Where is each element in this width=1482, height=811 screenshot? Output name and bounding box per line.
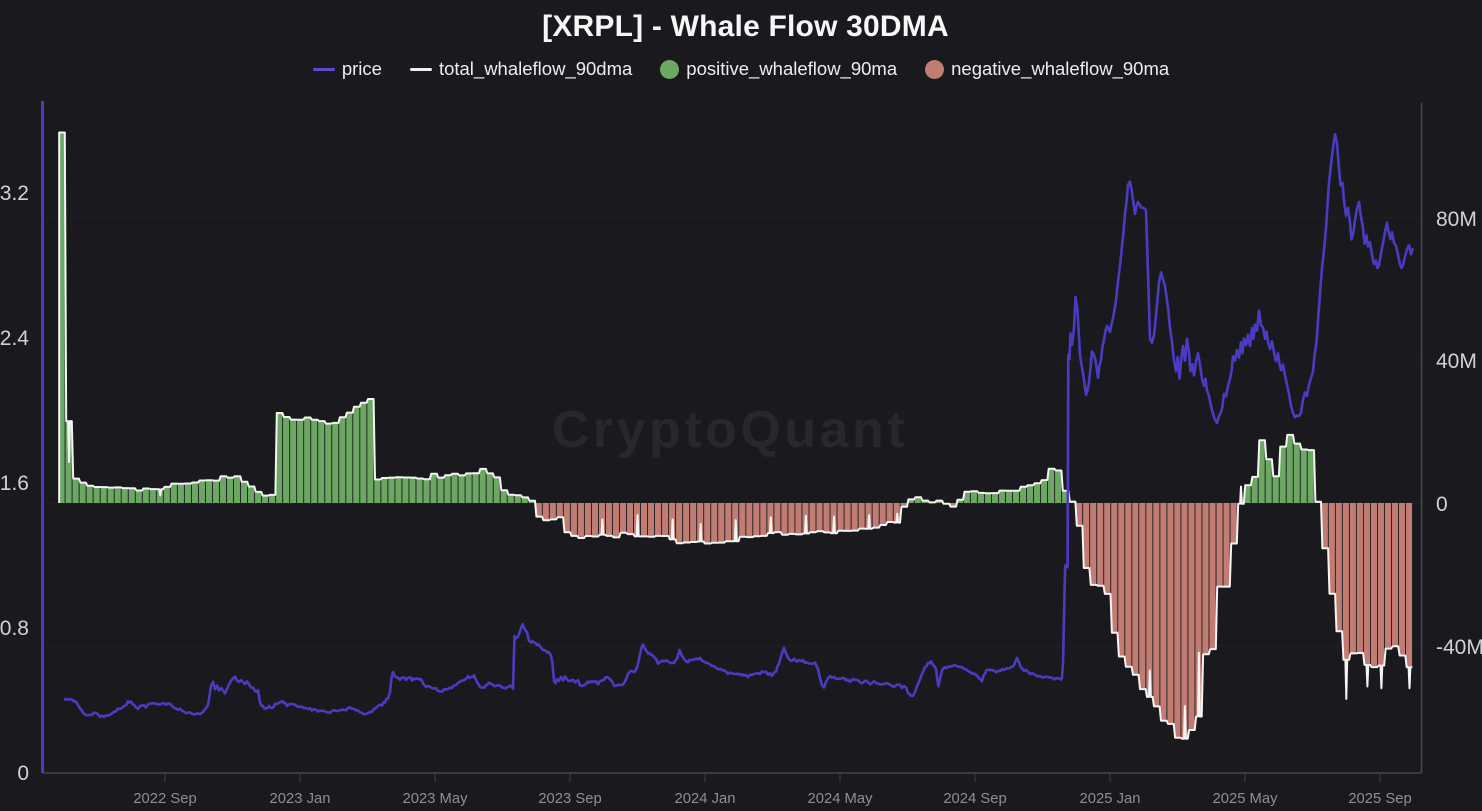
svg-text:2025 Jan: 2025 Jan (1080, 791, 1141, 807)
svg-text:-40M: -40M (1436, 636, 1482, 659)
svg-text:2024 Jan: 2024 Jan (675, 791, 736, 807)
svg-text:0: 0 (1436, 493, 1448, 516)
svg-text:2023 May: 2023 May (403, 791, 469, 807)
svg-text:2025 May: 2025 May (1213, 791, 1279, 807)
svg-text:2023 Sep: 2023 Sep (538, 791, 601, 807)
svg-text:1.6: 1.6 (0, 472, 29, 495)
svg-text:2023 Jan: 2023 Jan (270, 791, 331, 807)
svg-text:80M: 80M (1436, 208, 1477, 231)
svg-text:40M: 40M (1436, 350, 1477, 373)
svg-text:2.4: 2.4 (0, 327, 29, 350)
svg-text:0: 0 (17, 762, 29, 785)
svg-text:0.8: 0.8 (0, 617, 29, 640)
svg-text:2025 Sep: 2025 Sep (1348, 791, 1411, 807)
svg-text:2022 Sep: 2022 Sep (133, 791, 196, 807)
svg-text:CryptoQuant: CryptoQuant (552, 401, 908, 459)
svg-text:2024 May: 2024 May (808, 791, 874, 807)
svg-text:2024 Sep: 2024 Sep (943, 791, 1006, 807)
svg-text:3.2: 3.2 (0, 182, 29, 205)
